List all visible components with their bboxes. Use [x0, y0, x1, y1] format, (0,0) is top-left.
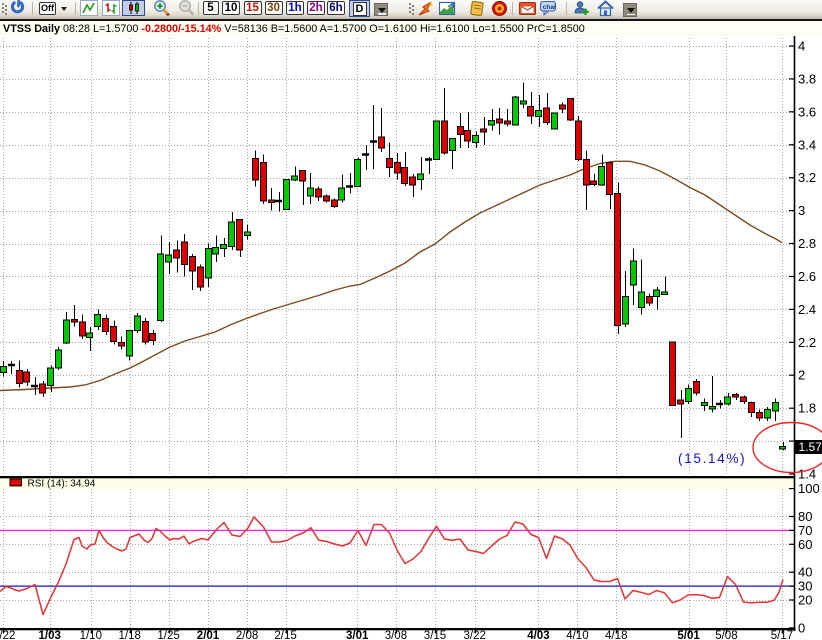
svg-text:20: 20: [798, 593, 812, 608]
svg-text:4: 4: [798, 39, 805, 54]
svg-text:(15.14%): (15.14%): [678, 451, 746, 466]
svg-text:chat: chat: [543, 4, 557, 11]
svg-text:3/15: 3/15: [424, 630, 446, 640]
svg-text:1.8: 1.8: [798, 401, 816, 416]
svg-text:1/25: 1/25: [157, 630, 179, 640]
svg-text:3.4: 3.4: [798, 137, 816, 152]
svg-text:RSI (14): 34.94: RSI (14): 34.94: [28, 479, 96, 490]
svg-text:3/08: 3/08: [385, 630, 407, 640]
svg-text:4/03: 4/03: [527, 630, 549, 640]
svg-text:1.4: 1.4: [798, 467, 816, 482]
svg-text:100: 100: [798, 481, 820, 496]
svg-text:1/18: 1/18: [119, 630, 141, 640]
svg-text:2.2: 2.2: [798, 335, 816, 350]
svg-text:80: 80: [798, 509, 812, 524]
svg-text:70: 70: [798, 523, 812, 538]
svg-text:4/18: 4/18: [605, 630, 627, 640]
svg-text:3.2: 3.2: [798, 170, 816, 185]
svg-text:5/17: 5/17: [771, 630, 793, 640]
svg-text:2/01: 2/01: [197, 630, 220, 640]
svg-text:2.4: 2.4: [798, 302, 816, 317]
svg-text:12/22: 12/22: [0, 630, 15, 640]
svg-text:1/10: 1/10: [80, 630, 102, 640]
svg-text:2.8: 2.8: [798, 236, 816, 251]
svg-text:3.8: 3.8: [798, 71, 816, 86]
svg-text:2/08: 2/08: [236, 630, 258, 640]
svg-text:3/01: 3/01: [346, 630, 369, 640]
svg-text:2.6: 2.6: [798, 269, 816, 284]
svg-text:2: 2: [798, 368, 805, 383]
svg-text:3.6: 3.6: [798, 104, 816, 119]
svg-text:0: 0: [798, 620, 805, 635]
svg-text:1/03: 1/03: [39, 630, 61, 640]
svg-text:60: 60: [798, 537, 812, 552]
svg-text:3: 3: [798, 203, 805, 218]
svg-text:4/10: 4/10: [566, 630, 588, 640]
svg-text:30: 30: [798, 579, 812, 594]
svg-text:2/15: 2/15: [274, 630, 296, 640]
svg-text:40: 40: [798, 565, 812, 580]
svg-text:5/08: 5/08: [715, 630, 737, 640]
svg-text:1.57: 1.57: [799, 440, 822, 454]
svg-text:3/22: 3/22: [464, 630, 486, 640]
svg-text:5/01: 5/01: [677, 630, 700, 640]
